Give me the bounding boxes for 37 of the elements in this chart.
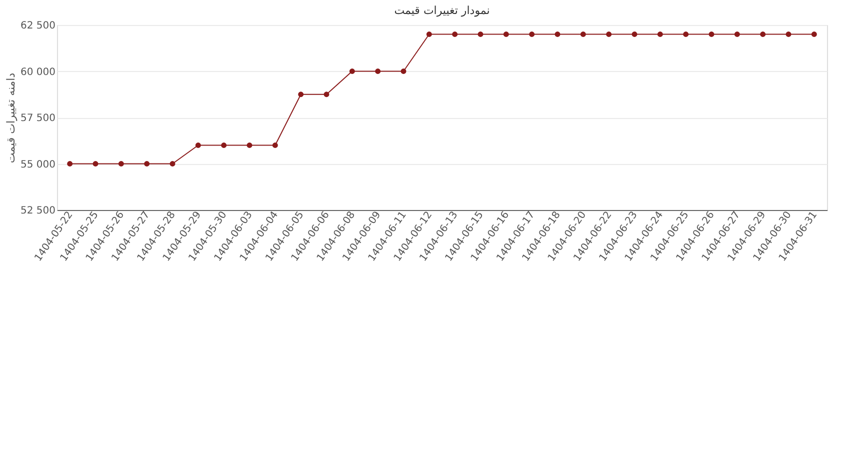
point: [246, 142, 252, 148]
point: [452, 32, 458, 37]
point: [708, 32, 714, 37]
point: [118, 161, 124, 166]
point: [606, 32, 612, 37]
point: [92, 161, 98, 166]
y-tick-label: 57 500: [20, 113, 56, 124]
point: [580, 32, 586, 37]
point: [375, 68, 381, 74]
y-axis-title: دامنه تغییرات قیمت: [4, 72, 18, 164]
point: [195, 142, 201, 148]
point: [67, 161, 73, 166]
point: [144, 161, 150, 166]
chart-title: نمودار تغییرات قیمت: [394, 4, 490, 17]
y-tick-label: 62 500: [20, 20, 56, 32]
point: [221, 142, 227, 148]
point: [811, 32, 817, 37]
y-tick-label: 52 500: [20, 206, 56, 216]
point: [426, 32, 432, 37]
y-tick-label: 55 000: [20, 159, 56, 170]
point: [400, 68, 406, 74]
point: [760, 32, 766, 37]
point: [554, 32, 560, 37]
point: [786, 32, 792, 37]
point: [324, 92, 330, 98]
point: [632, 32, 638, 37]
y-tick-label: 60 000: [20, 66, 56, 78]
point: [272, 142, 278, 148]
point: [657, 32, 663, 37]
point: [170, 161, 176, 166]
point: [503, 32, 509, 37]
point: [298, 92, 304, 98]
point: [349, 68, 355, 74]
point: [734, 32, 740, 37]
point: [683, 32, 689, 37]
point: [478, 32, 484, 37]
point: [529, 32, 535, 37]
